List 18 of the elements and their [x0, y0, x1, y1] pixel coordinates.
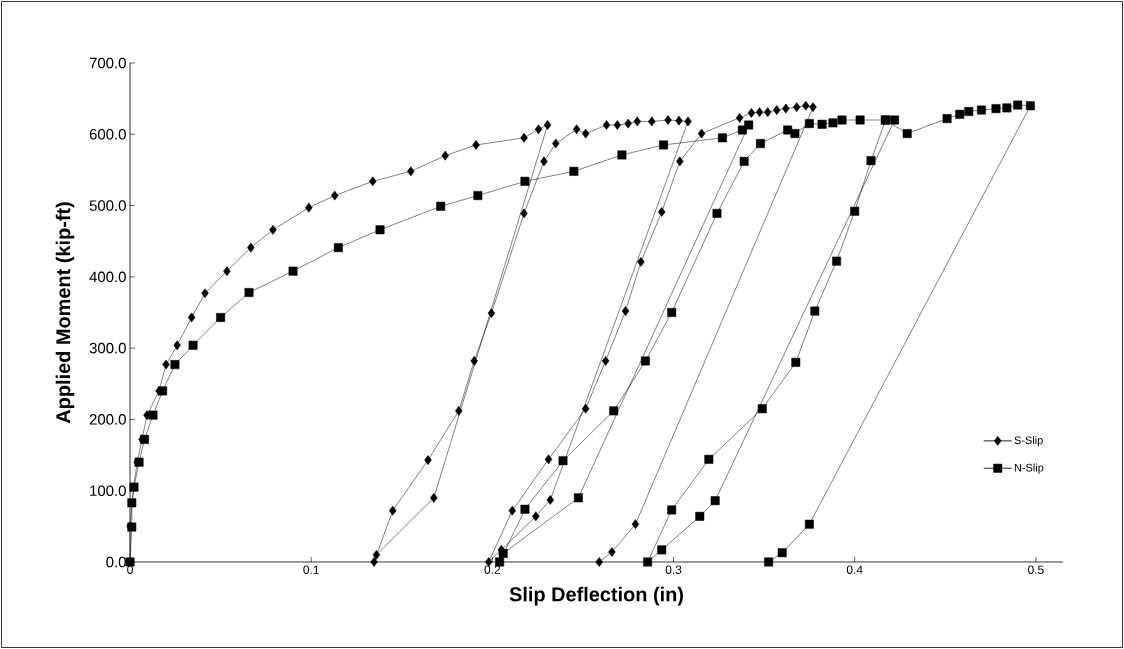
y-tick-label: 400.0 — [89, 271, 126, 283]
y-tick-label: 500.0 — [89, 200, 126, 211]
y-tick-label: 100.0 — [90, 485, 126, 496]
x-tick-label: 0.3 — [665, 565, 682, 574]
x-tick-label: 0.2 — [484, 565, 501, 574]
y-tick-label: 200.0 — [89, 414, 126, 425]
y-axis-title: Applied Moment (kip-ft) — [55, 202, 75, 424]
x-tick-label: 0.1 — [303, 565, 319, 574]
y-tick-label: 0.0 — [106, 556, 126, 568]
x-tick-label: 0.4 — [846, 565, 863, 574]
legend-label: S-Slip — [1014, 436, 1043, 447]
x-tick-label: 0 — [127, 565, 133, 574]
legend-label: N-Slip — [1014, 463, 1044, 474]
y-tick-label: 700.0 — [89, 57, 126, 69]
x-axis-title: Slip Deflection (in) — [509, 586, 683, 606]
x-tick-label: 0.5 — [1028, 565, 1044, 574]
y-tick-label: 600.0 — [89, 128, 126, 140]
y-tick-label: 300.0 — [89, 342, 126, 354]
